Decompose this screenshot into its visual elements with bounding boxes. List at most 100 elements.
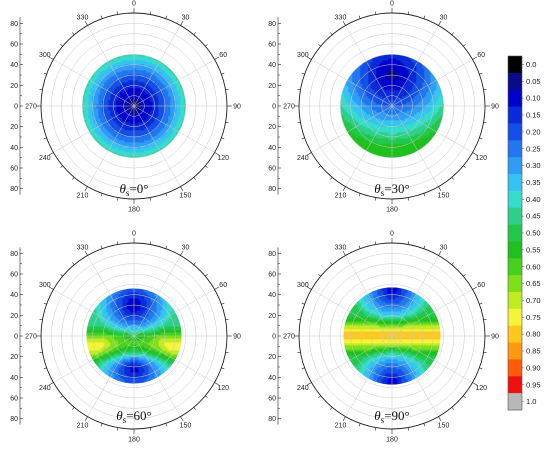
heat-cell	[396, 108, 399, 111]
angle-tick	[463, 44, 466, 47]
heat-cell	[96, 140, 99, 143]
heat-cell	[100, 362, 103, 365]
heat-cell	[382, 56, 385, 59]
heat-cell	[400, 124, 403, 127]
heat-cell	[174, 78, 177, 81]
heat-cell	[102, 364, 105, 367]
heat-cell	[372, 118, 375, 121]
heat-cell	[414, 100, 417, 103]
heat-cell	[390, 148, 393, 151]
heat-cell	[150, 108, 153, 111]
heat-cell	[400, 94, 403, 97]
heat-cell	[92, 346, 95, 349]
heat-cell	[176, 100, 179, 103]
grid-spoke	[133, 59, 215, 107]
heat-cell	[150, 144, 153, 147]
angle-tick	[43, 137, 47, 140]
heat-cell	[162, 136, 165, 139]
heat-cell	[96, 352, 99, 355]
heat-cell	[102, 96, 105, 99]
heat-cell	[164, 126, 167, 129]
heat-cell	[392, 128, 395, 131]
heat-cell	[394, 80, 397, 83]
heat-cell	[394, 108, 397, 111]
heat-cell	[178, 110, 181, 113]
heat-cell	[84, 106, 87, 109]
heat-cell	[96, 304, 99, 307]
heat-cell	[84, 110, 87, 113]
panel-1: 0306090120150180210240270300330806040200…	[10, 1, 241, 214]
heat-cell	[396, 130, 399, 133]
heat-cell	[142, 92, 145, 95]
heat-cell	[404, 110, 407, 113]
heat-cell	[112, 136, 115, 139]
heat-cell	[396, 124, 399, 127]
heat-cell	[148, 124, 151, 127]
heat-cell	[180, 116, 183, 119]
heat-cell	[90, 316, 93, 319]
heat-cell	[100, 326, 103, 329]
heat-cell	[118, 74, 121, 77]
heat-cell	[440, 94, 443, 97]
heat-cell	[104, 348, 107, 351]
heat-cell	[112, 72, 115, 75]
heat-cell	[100, 66, 103, 69]
angle-tick	[423, 193, 426, 197]
heat-cell	[402, 80, 405, 83]
heat-cell	[394, 76, 397, 79]
heat-cell	[434, 126, 437, 129]
angle-tick	[407, 11, 409, 15]
heat-cell	[154, 94, 157, 97]
heat-cell	[390, 90, 393, 93]
heat-cell	[378, 56, 381, 59]
heat-cell	[102, 362, 105, 365]
heat-cell	[136, 144, 139, 147]
heat-cell	[112, 76, 115, 79]
heat-cell	[360, 130, 363, 133]
heat-cell	[396, 58, 399, 61]
heat-cell	[98, 72, 101, 75]
heat-cell	[122, 152, 125, 155]
heat-cell	[362, 84, 365, 87]
heat-cell	[174, 128, 177, 131]
heat-cell	[380, 112, 383, 115]
heat-cell	[142, 98, 145, 101]
heat-cell	[112, 150, 115, 153]
heat-cell	[106, 102, 109, 105]
heat-cell	[392, 122, 395, 125]
heat-cell	[92, 130, 95, 133]
heat-cell	[360, 66, 363, 69]
heat-cell	[130, 150, 133, 153]
angle-tick	[451, 177, 454, 180]
heat-cell	[344, 108, 347, 111]
angle-tick	[84, 20, 88, 26]
heat-cell	[390, 102, 393, 105]
radial-tick-label: 40	[10, 62, 18, 69]
heat-cell	[394, 120, 397, 123]
heat-cell	[160, 100, 163, 103]
heat-cell	[396, 148, 399, 151]
heat-cell	[406, 90, 409, 93]
heat-cell	[96, 332, 99, 335]
angle-label: 150	[438, 193, 450, 200]
heat-cell	[366, 116, 369, 119]
heat-cell	[416, 116, 419, 119]
heat-cell	[374, 94, 377, 97]
heat-cell	[86, 120, 89, 123]
heat-cell	[422, 142, 425, 145]
heat-cell	[92, 98, 95, 101]
heat-cell	[364, 82, 367, 85]
heat-cell	[106, 126, 109, 129]
heat-cell	[142, 146, 145, 149]
heat-cell	[356, 142, 359, 145]
heat-cell	[412, 148, 415, 151]
heat-cell	[100, 144, 103, 147]
heat-cell	[364, 110, 367, 113]
heat-cell	[390, 134, 393, 137]
heat-cell	[378, 68, 381, 71]
heat-cell	[438, 80, 441, 83]
heat-cell	[368, 82, 371, 85]
heat-cell	[380, 102, 383, 105]
angle-label: 180	[128, 207, 140, 214]
heat-cell	[140, 116, 143, 119]
